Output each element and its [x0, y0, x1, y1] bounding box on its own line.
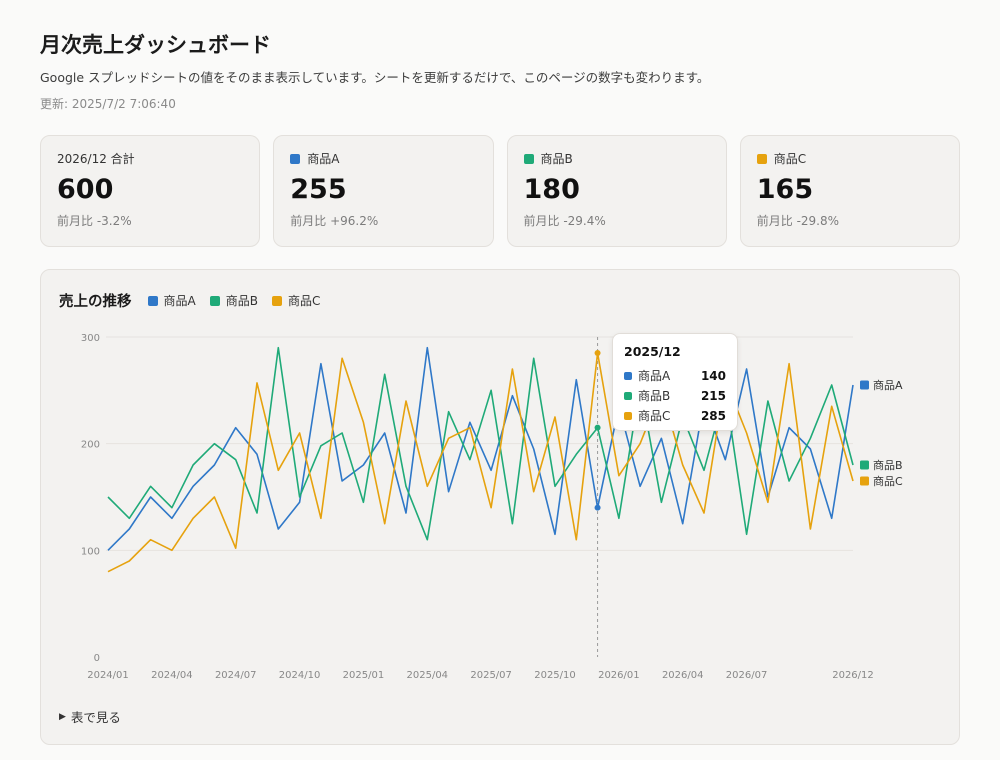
end-label-swatch: [860, 476, 869, 486]
end-label-swatch: [860, 380, 869, 390]
card-label: 商品A: [307, 152, 340, 166]
x-tick-label: 2025/10: [534, 670, 576, 681]
x-tick-label: 2024/04: [151, 670, 193, 681]
x-tick-label: 2024/01: [87, 670, 129, 681]
show-table-toggle[interactable]: ▶ 表で見る: [59, 707, 121, 726]
x-tick-label: 2026/04: [662, 670, 704, 681]
y-tick-label: 300: [81, 333, 100, 344]
card-total: 2026/12 合計 600 前月比 -3.2%: [40, 135, 261, 247]
summary-cards: 2026/12 合計 600 前月比 -3.2% 商品A 255 前月比 +96…: [40, 135, 960, 247]
tooltip-series-value: 140: [700, 369, 726, 383]
tooltip-series-value: 285: [700, 409, 726, 423]
hover-point-c: [594, 350, 601, 356]
x-tick-label: 2024/07: [215, 670, 257, 681]
card-value: 165: [756, 174, 814, 205]
page-subtitle: Google スプレッドシートの値をそのまま表示しています。シートを更新するだけ…: [40, 70, 710, 85]
end-label-swatch: [860, 460, 869, 470]
legend-swatch: [209, 295, 220, 306]
hover-point-b: [594, 424, 601, 431]
y-tick-label: 200: [81, 440, 100, 451]
legend-label: 商品C: [287, 294, 321, 308]
legend-swatch: [147, 295, 158, 306]
card-product-a: 商品A 255 前月比 +96.2%: [273, 135, 494, 247]
x-tick-label: 2024/10: [279, 670, 321, 681]
tooltip-swatch: [624, 392, 632, 400]
header: 月次売上ダッシュボード Google スプレッドシートの値をそのまま表示していま…: [40, 30, 960, 112]
legend-item-c[interactable]: 商品C: [271, 292, 321, 309]
x-tick-label: 2026/07: [726, 670, 768, 681]
card-label: 商品C: [773, 152, 807, 166]
card-value: 255: [290, 174, 347, 205]
chart-tooltip: 2025/12 商品A 140 商品B 215 商品C 285: [612, 333, 738, 431]
tooltip-series-name: 商品A: [638, 369, 671, 383]
chart-header: 売上の推移 商品A 商品B 商品C: [59, 290, 334, 311]
sales-line-chart[interactable]: 0 100 200 300 2024/01 2024/04 2024/07 2024/10 20…: [41, 270, 959, 744]
y-tick-label: 100: [81, 546, 100, 557]
legend-item-b[interactable]: 商品B: [209, 292, 258, 309]
color-swatch: [523, 154, 534, 164]
x-tick-label: 2025/04: [407, 670, 449, 681]
card-value: 600: [57, 174, 114, 205]
card-value: 180: [523, 174, 580, 205]
end-label-c: 商品C: [873, 474, 903, 488]
legend-label: 商品B: [225, 294, 258, 308]
tooltip-series-value: 215: [700, 389, 726, 403]
tooltip-row-c: 商品C 285: [624, 406, 726, 426]
series-line-a: [107, 346, 854, 551]
card-change: 前月比 -29.4%: [523, 214, 606, 228]
hover-point-a: [594, 504, 601, 511]
end-label-a: 商品A: [873, 378, 903, 392]
chart-title: 売上の推移: [59, 294, 132, 310]
card-product-b: 商品B 180 前月比 -29.4%: [506, 135, 727, 247]
x-tick-label: 2026/01: [598, 670, 640, 681]
series-line-c: [107, 352, 854, 573]
legend-label: 商品A: [163, 294, 196, 308]
tooltip-swatch: [624, 412, 632, 420]
updated-timestamp: 更新: 2025/7/2 7:06:40: [40, 97, 176, 111]
toggle-label: 表で見る: [70, 710, 121, 725]
card-product-c: 商品C 165 前月比 -29.8%: [739, 135, 960, 247]
color-swatch: [290, 154, 301, 164]
x-tick-label: 2025/07: [470, 670, 512, 681]
x-tick-label: 2026/12: [832, 670, 874, 681]
legend-item-a[interactable]: 商品A: [147, 292, 196, 309]
card-label: 商品B: [540, 152, 573, 166]
card-change: 前月比 -3.2%: [57, 214, 132, 228]
end-label-b: 商品B: [873, 458, 903, 472]
legend-swatch: [271, 295, 282, 306]
card-change: 前月比 +96.2%: [290, 214, 379, 228]
page-title: 月次売上ダッシュボード: [40, 33, 271, 57]
tooltip-row-a: 商品A 140: [624, 366, 726, 386]
card-change: 前月比 -29.8%: [756, 214, 840, 228]
tooltip-row-b: 商品B 215: [624, 386, 726, 406]
color-swatch: [756, 154, 767, 164]
x-tick-label: 2025/01: [343, 670, 385, 681]
sales-trend-panel: 0 100 200 300 2024/01 2024/04 2024/07 2024/10 20…: [40, 269, 960, 745]
tooltip-series-name: 商品B: [638, 389, 671, 403]
caret-right-icon: ▶: [59, 711, 66, 722]
tooltip-swatch: [624, 372, 632, 380]
y-tick-label: 0: [94, 653, 100, 664]
card-label: 2026/12 合計: [57, 152, 135, 166]
tooltip-title: 2025/12: [624, 344, 681, 359]
tooltip-series-name: 商品C: [638, 409, 671, 423]
